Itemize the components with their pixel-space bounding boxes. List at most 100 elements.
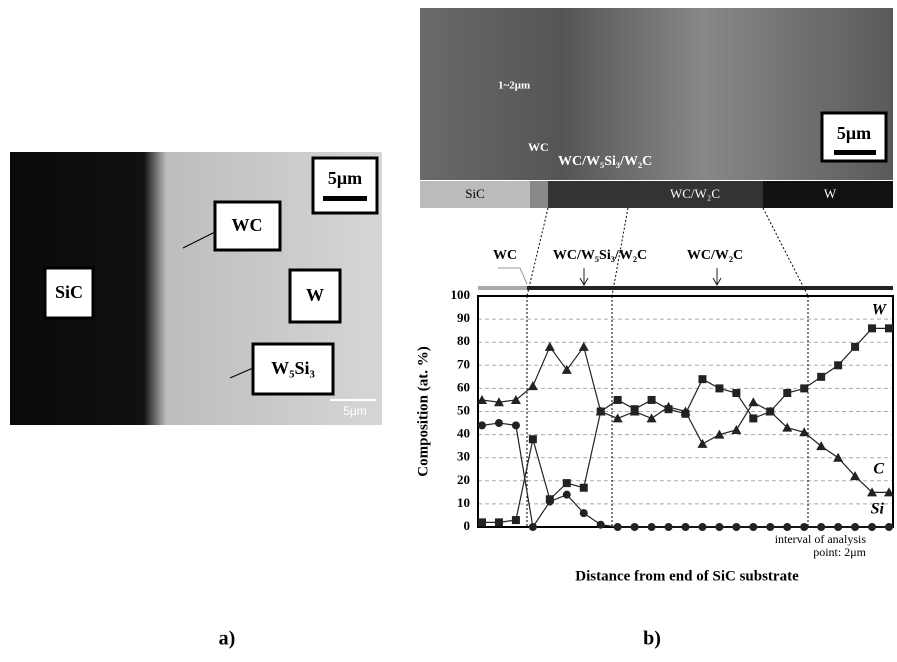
marker (868, 523, 876, 531)
marker (580, 484, 588, 492)
marker (698, 523, 706, 531)
caption: b) (643, 628, 661, 650)
phase-label: W (306, 285, 324, 305)
marker (748, 397, 758, 406)
marker (851, 523, 859, 531)
marker (562, 365, 572, 374)
y-tick-label: 80 (457, 333, 470, 348)
marker (817, 523, 825, 531)
marker (647, 413, 657, 422)
marker (885, 324, 893, 332)
marker (614, 523, 622, 531)
marker (478, 421, 486, 429)
caption: a) (219, 628, 236, 650)
image-label: WC/W₅Si₃/W₂C (558, 154, 652, 169)
marker (800, 384, 808, 392)
image-label: WC (528, 140, 549, 154)
marker (631, 523, 639, 531)
annotation: WC/W₅Si₃/W₂C (553, 248, 647, 263)
y-axis-label: Composition (at. %) (415, 346, 431, 476)
y-tick-label: 60 (457, 379, 470, 394)
marker (495, 419, 503, 427)
y-tick-label: 50 (457, 402, 470, 417)
series-line (482, 347, 889, 493)
marker (834, 361, 842, 369)
panel-a: SiC WC W W₅Si₃ 5μm 5μm a) (10, 152, 382, 650)
marker (665, 523, 673, 531)
marker (816, 441, 826, 450)
marker (512, 516, 520, 524)
marker (512, 421, 520, 429)
marker (511, 395, 521, 404)
marker (732, 389, 740, 397)
y-tick-label: 90 (457, 310, 470, 325)
marker (529, 435, 537, 443)
annotation: WC (493, 248, 517, 263)
marker (851, 343, 859, 351)
y-tick-label: 40 (457, 426, 470, 441)
marker (529, 523, 537, 531)
phase-label: W₅Si₃ (271, 358, 315, 378)
marker (495, 518, 503, 526)
phase-label: SiC (55, 282, 83, 302)
legend-label: C (873, 461, 884, 478)
marker (749, 414, 757, 422)
marker (528, 381, 538, 390)
marker (817, 373, 825, 381)
marker (698, 375, 706, 383)
y-tick-label: 10 (457, 495, 470, 510)
marker (580, 509, 588, 517)
y-tick-label: 20 (457, 472, 470, 487)
marker (697, 439, 707, 448)
arrow (498, 268, 527, 284)
marker (579, 342, 589, 351)
legend-label: Si (871, 501, 885, 518)
phase-bar (527, 286, 893, 290)
marker (563, 491, 571, 499)
marker (783, 389, 791, 397)
scale-note: 5μm (343, 404, 367, 418)
marker (885, 523, 893, 531)
arrow (580, 268, 588, 285)
marker (715, 384, 723, 392)
scale-bar (834, 150, 876, 155)
band-label: WC/W₂C (670, 186, 720, 201)
marker (648, 523, 656, 531)
marker (478, 518, 486, 526)
y-tick-label: 0 (464, 518, 471, 533)
note: point: 2μm (813, 545, 866, 559)
marker (732, 523, 740, 531)
series-line (482, 328, 889, 522)
arrow (713, 268, 721, 285)
y-tick-label: 70 (457, 356, 470, 371)
scale-bar (323, 196, 367, 201)
scale-bar-label: 5μm (328, 168, 362, 188)
marker (731, 425, 741, 434)
marker (833, 453, 843, 462)
legend-label: W (872, 302, 888, 319)
band (548, 181, 763, 208)
band-label: SiC (465, 186, 485, 201)
band (530, 181, 548, 208)
annotation: WC/W₂C (687, 248, 743, 263)
marker (648, 396, 656, 404)
image-label: 1~2μm (498, 80, 530, 92)
phase-label: WC (232, 215, 263, 235)
marker (597, 521, 605, 529)
marker (614, 396, 622, 404)
chart: WCWC/W₅Si₃/W₂CWC/W₂C01020304050607080901… (415, 248, 894, 584)
marker (563, 479, 571, 487)
scale-bar-label: 5μm (837, 123, 871, 143)
band-label: W (824, 186, 837, 201)
x-axis-label: Distance from end of SiC substrate (575, 568, 799, 584)
y-tick-label: 100 (451, 287, 471, 302)
marker (613, 413, 623, 422)
phase-bar (478, 286, 527, 290)
marker (783, 523, 791, 531)
figure: SiC WC W W₅Si₃ 5μm 5μm a) 1~2μm WC WC/W₅… (0, 0, 897, 662)
marker (682, 523, 690, 531)
marker (545, 342, 555, 351)
marker (868, 324, 876, 332)
marker (800, 523, 808, 531)
note: interval of analysis (775, 532, 867, 546)
